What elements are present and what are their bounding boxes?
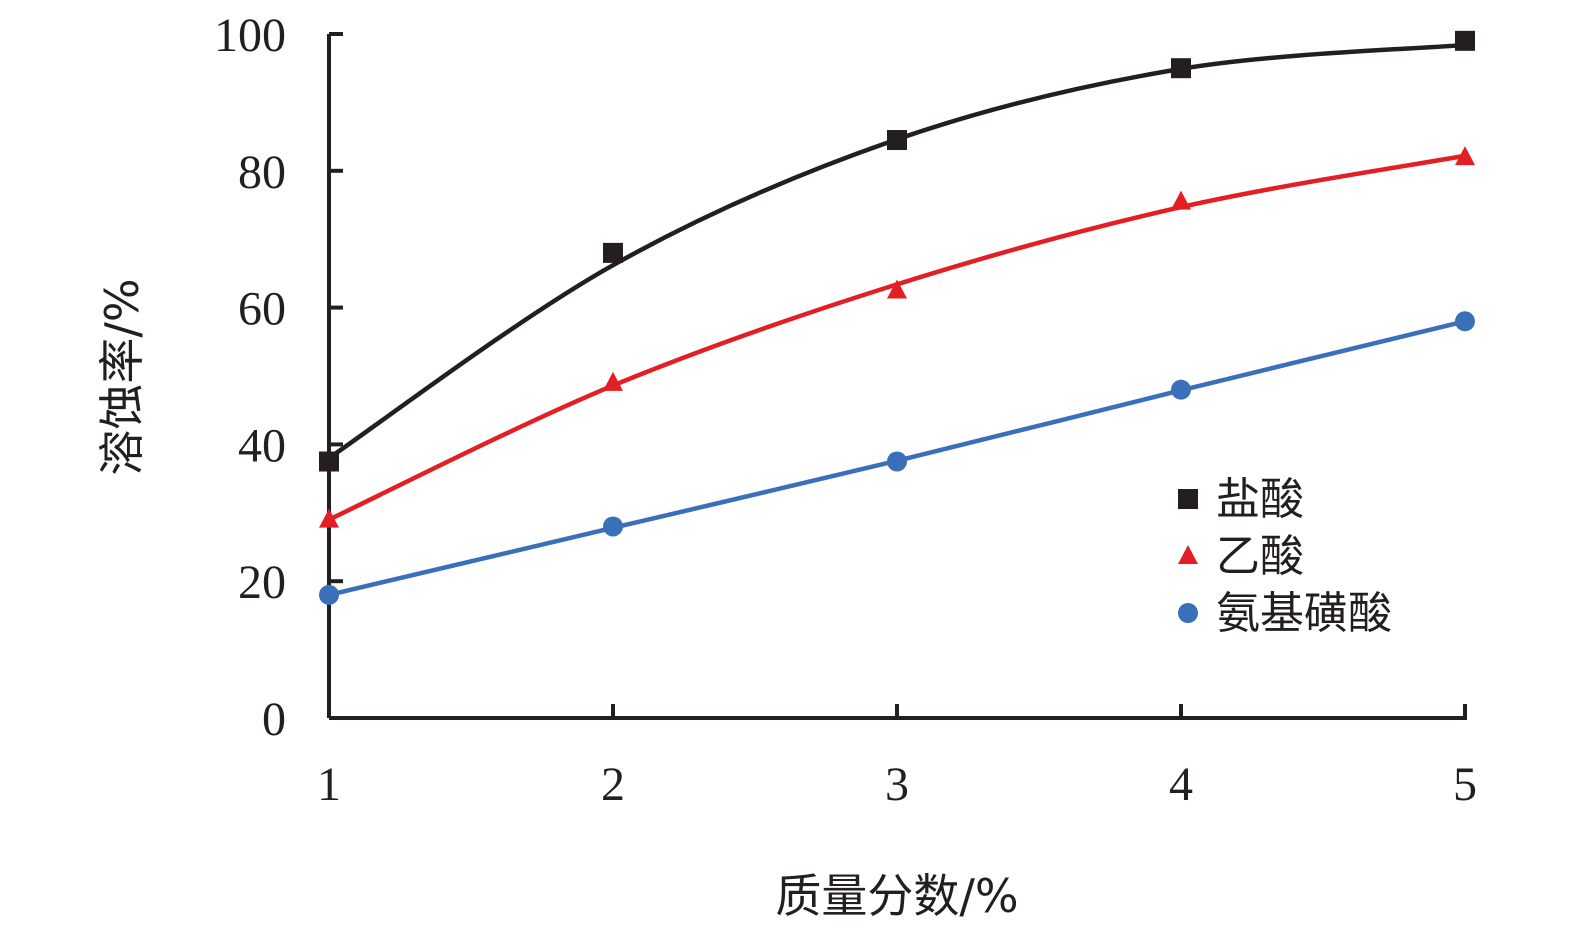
data-point-1: [1455, 30, 1475, 51]
y-tick-label: 80: [238, 146, 286, 199]
data-point-2: [1171, 190, 1191, 210]
y-tick-label: 20: [238, 556, 286, 609]
legend-marker: [1178, 545, 1198, 564]
y-tick-label: 100: [214, 9, 286, 62]
x-tick-label: 5: [1453, 758, 1477, 811]
data-point-3: [1455, 311, 1475, 332]
y-tick-label: 0: [262, 693, 286, 746]
x-tick-label: 3: [885, 758, 909, 811]
data-point-1: [603, 242, 623, 263]
y-axis-title: 溶蚀率/%: [95, 278, 149, 475]
legend-marker: [1178, 603, 1198, 623]
x-axis-title: 质量分数/%: [775, 869, 1018, 923]
x-tick-label: 1: [317, 758, 341, 811]
data-point-2: [1455, 146, 1475, 166]
y-tick-label: 40: [238, 419, 286, 472]
fit-curve-1: [327, 42, 1466, 460]
tick-labels: 0 20 40 60 80 100 1 2 3 4 5: [214, 9, 1477, 811]
x-tick-label: 2: [601, 758, 625, 811]
legend-label: 乙酸: [1216, 531, 1304, 582]
legend-label: 氨基磺酸: [1216, 588, 1392, 639]
legend-label: 盐酸: [1216, 474, 1304, 525]
data-point-3: [319, 584, 339, 605]
data-point-2: [319, 508, 339, 528]
data-point-1: [1171, 58, 1191, 79]
x-tick-label: 4: [1169, 758, 1193, 811]
y-tick-label: 60: [238, 283, 286, 336]
data-point-3: [887, 451, 907, 472]
data-point-3: [603, 516, 623, 537]
data-point-3: [1171, 379, 1191, 400]
data-point-2: [887, 279, 907, 299]
data-point-1: [887, 130, 907, 151]
data-markers: [319, 30, 1475, 605]
legend-marker: [1178, 489, 1198, 509]
data-point-2: [603, 371, 623, 391]
data-point-1: [319, 451, 339, 472]
